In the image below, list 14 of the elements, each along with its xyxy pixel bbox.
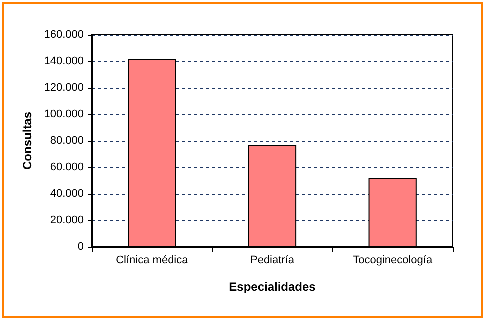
y-tick-label: 140.000: [44, 56, 84, 68]
y-tick-label: 120.000: [44, 82, 84, 94]
y-tick-label: 60.000: [50, 162, 84, 174]
x-tick-label: Clínica médica: [116, 254, 190, 266]
x-tick-label: Tocoginecología: [353, 254, 434, 266]
y-tick-label: 160.000: [44, 29, 84, 41]
y-tick-label: 40.000: [50, 188, 84, 200]
y-tick-label: 80.000: [50, 135, 84, 147]
x-axis-title: Especialidades: [229, 280, 316, 294]
y-tick-label: 100.000: [44, 108, 84, 120]
x-tick-label: Pediatría: [250, 254, 296, 266]
y-tick-label: 0: [78, 241, 84, 253]
y-axis-title: Consultas: [20, 112, 34, 170]
y-tick-label: 20.000: [50, 214, 84, 226]
